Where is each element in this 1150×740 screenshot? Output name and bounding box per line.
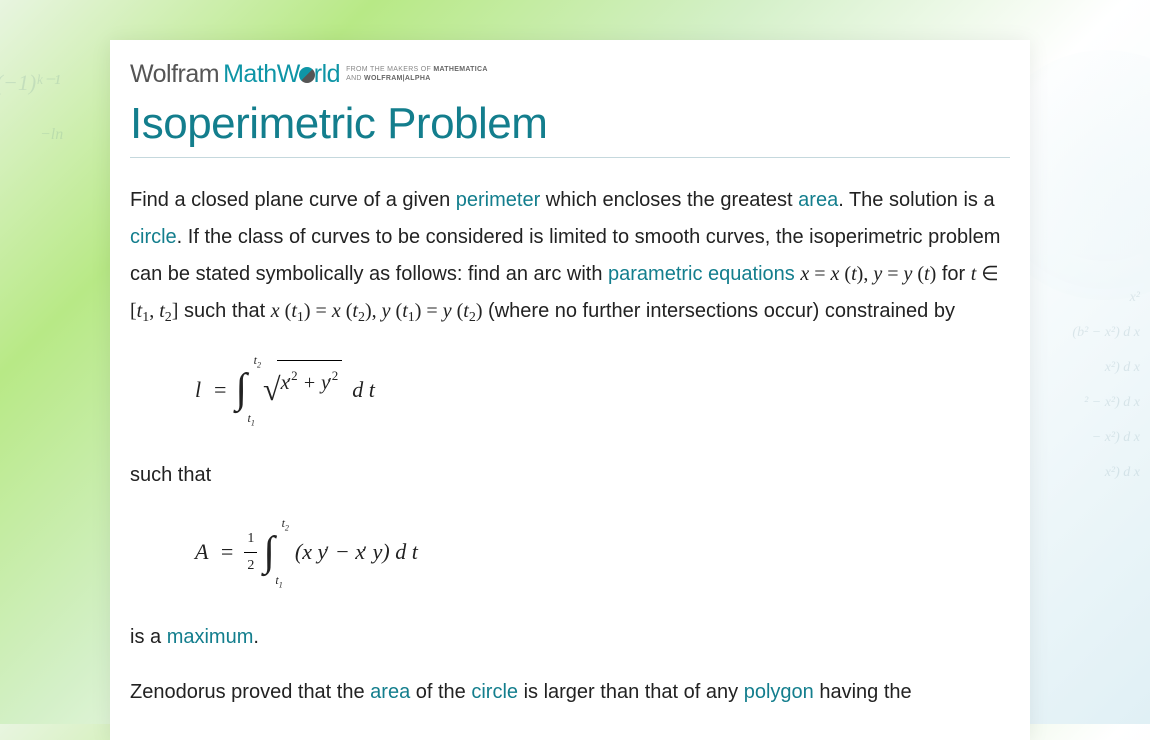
content-card: Wolfram MathWrld FROM THE MAKERS OF MATH… <box>110 40 1030 740</box>
integral-symbol-2: ∫t2t1 <box>263 514 275 592</box>
logo-tagline: FROM THE MAKERS OF MATHEMATICA AND WOLFR… <box>346 66 488 83</box>
link-circle[interactable]: circle <box>130 226 177 248</box>
page-title: Isoperimetric Problem <box>130 99 1010 149</box>
paragraph-2: is a maximum. <box>130 619 1010 656</box>
paragraph-3: Zenodorus proved that the area of the ci… <box>130 674 1010 711</box>
integral-symbol-1: ∫t2t1 <box>235 351 247 429</box>
math-inline-endpoints: x (t1) = x (t2), y (t1) = y (t2) <box>271 300 483 322</box>
equation-arclength: l = ∫t2t1 √ x′2 + y′2 d t <box>195 351 1010 429</box>
link-polygon[interactable]: polygon <box>744 681 814 703</box>
bg-math-right: x² (b² − x²) d x x²) d x ² − x²) d x − x… <box>1072 280 1140 490</box>
logo-bar: Wolfram MathWrld FROM THE MAKERS OF MATH… <box>130 60 1010 89</box>
logo-brand-prefix[interactable]: Wolfram <box>130 60 219 89</box>
fraction-half: 1 2 <box>244 526 257 579</box>
link-circle-2[interactable]: circle <box>471 681 518 703</box>
link-perimeter[interactable]: perimeter <box>456 189 540 211</box>
link-parametric-equations[interactable]: parametric equations <box>608 263 795 285</box>
link-area[interactable]: area <box>798 189 838 211</box>
globe-icon <box>299 67 315 83</box>
paragraph-1: Find a closed plane curve of a given per… <box>130 182 1010 331</box>
link-area-2[interactable]: area <box>370 681 410 703</box>
logo-brand-name[interactable]: MathWrld <box>223 60 340 89</box>
math-inline-xy: x = x (t), y = y (t) <box>800 263 936 285</box>
article-body: Find a closed plane curve of a given per… <box>130 182 1010 711</box>
bg-math-left: ∞ ∑(−1)ᵏ⁻¹ k=1 −ln <box>0 70 63 144</box>
connector-such-that: such that <box>130 457 1010 494</box>
equation-area: A = 1 2 ∫t2t1 (x y′ − x′ y) d t <box>195 514 1010 592</box>
link-maximum[interactable]: maximum <box>167 626 254 648</box>
sqrt-expression: √ x′2 + y′2 <box>263 360 342 419</box>
title-divider <box>130 157 1010 158</box>
